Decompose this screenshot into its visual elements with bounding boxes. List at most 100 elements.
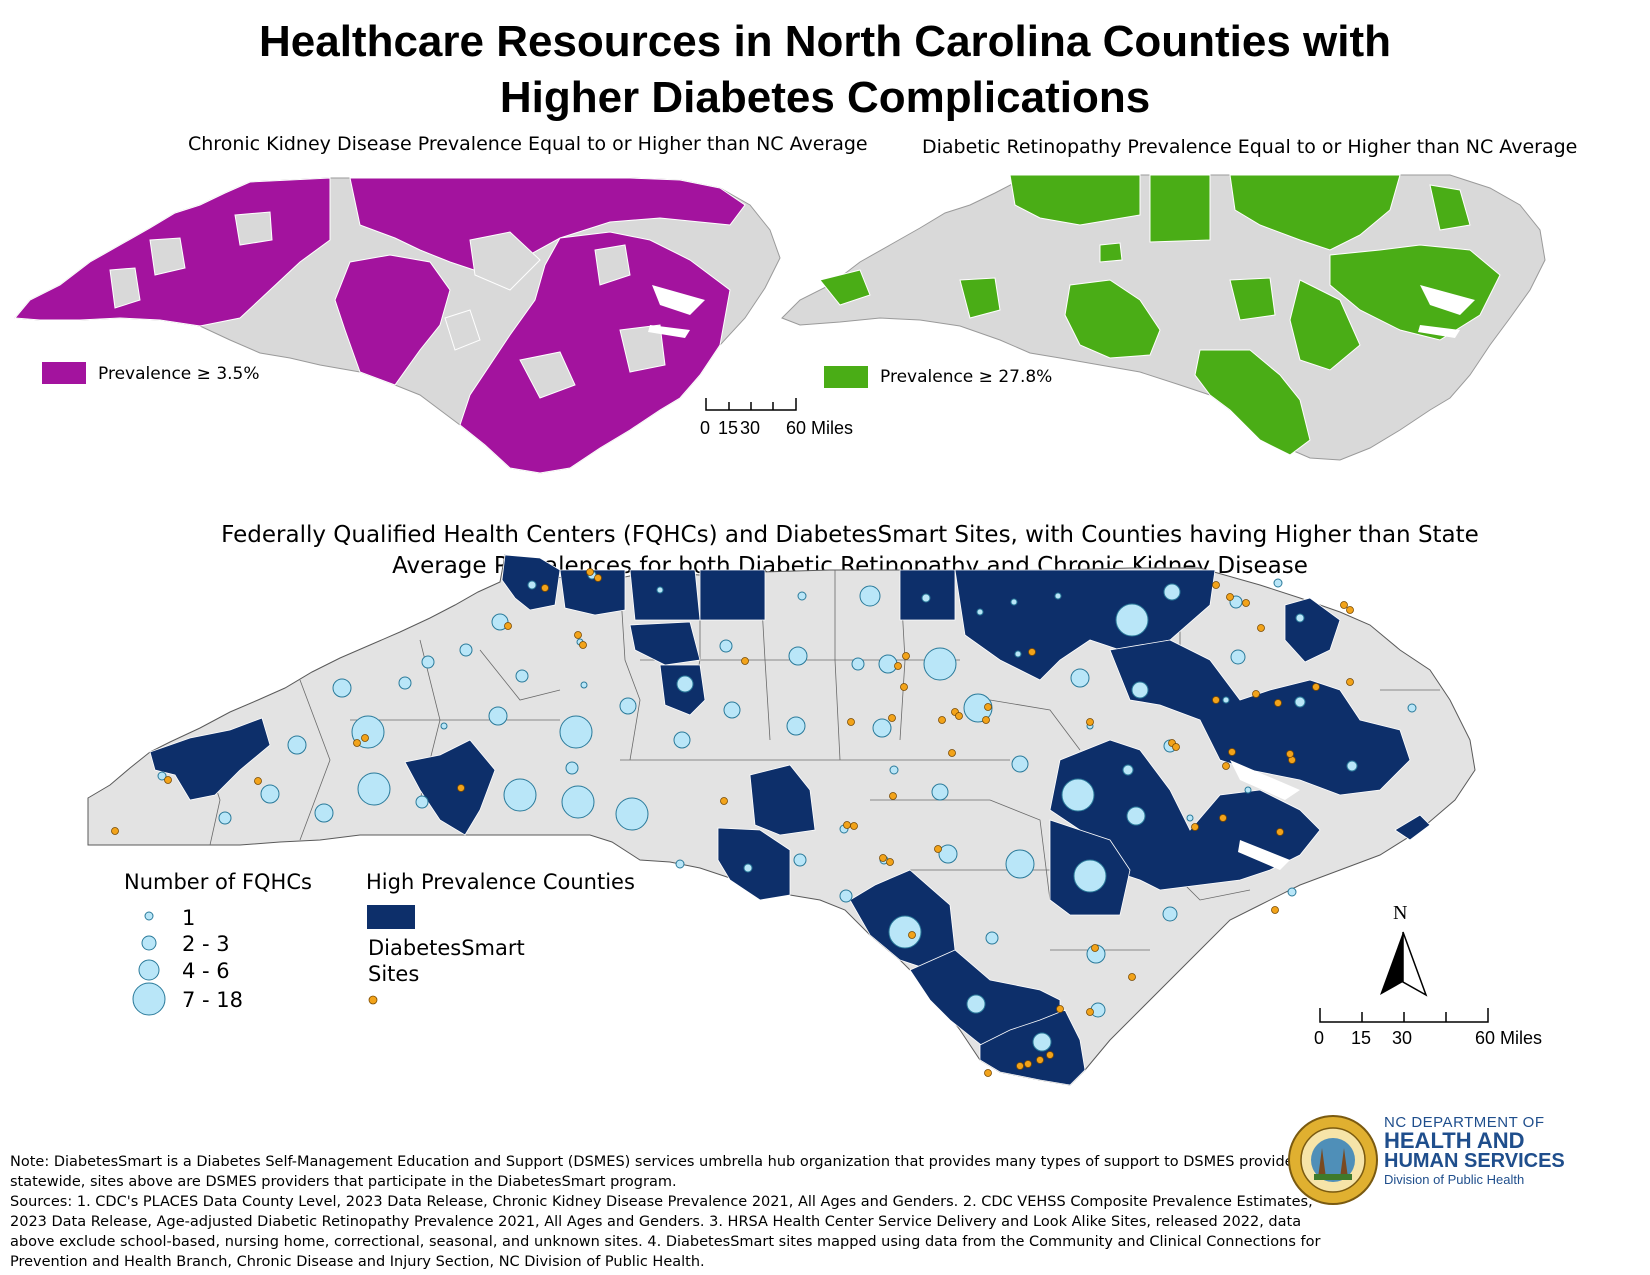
diabetessmart-site-dot [1346,606,1354,614]
fqhc-circle [1273,578,1283,588]
county-border [479,649,561,701]
north-arrow-label: N [1393,902,1408,924]
note-line: Sources: 1. CDC's PLACES Data County Lev… [10,1194,1313,1210]
retinopathy-green-county [1329,244,1501,341]
fqhc-circle [1061,778,1095,812]
county-border [619,579,641,761]
diabetessmart-site-dot [894,662,902,670]
fqhc-circle [859,585,881,607]
fqhc-circle [415,795,429,809]
fqhc-circle [1230,649,1246,665]
fqhc-circle [673,731,691,749]
diabetessmart-site-dot [948,749,956,757]
high-county [717,827,791,901]
ckd-pamlico-sound [648,285,705,338]
note-line: 2023 Data Release, Age-adjusted Diabetic… [10,1214,1302,1230]
diabetessmart-sites [111,568,1354,1077]
fqhc-circle [788,646,808,666]
fqhc-circle [872,718,892,738]
fqhc-circle [287,735,307,755]
fqhc-circle [923,647,957,681]
title-line-1: Healthcare Resources in North Carolina C… [258,17,1391,66]
diabetessmart-site-dot [1212,696,1220,704]
source-note: Note: DiabetesSmart is a Diabetes Self-M… [10,1152,1340,1272]
fqhc-circle [421,655,435,669]
fqhc-circle [515,669,529,683]
diabetessmart-site-dot [1028,648,1036,656]
retinopathy-green-county [1289,279,1361,371]
retinopathy-legend-swatch [824,366,868,388]
fqhc-circle [675,859,685,869]
diabetessmart-site-dot [1222,762,1230,770]
dhhs-logo-line-3: HUMAN SERVICES [1384,1150,1565,1172]
fqhc-circle [459,643,473,657]
fqhc-circle [656,586,664,594]
diabetessmart-site-dot [938,716,946,724]
diabetessmart-site-dot [586,568,594,576]
retinopathy-green-counties [819,174,1501,456]
fqhc-circle [931,783,949,801]
diabetessmart-site-dot [457,784,465,792]
fqhc-circle [561,785,595,819]
diabetessmart-site-dot [574,631,582,639]
diabetessmart-site-dot [888,714,896,722]
fqhc-circle [851,657,865,671]
fqhc-circle [786,716,806,736]
fqhc-circle [351,715,385,749]
retinopathy-state-shape [781,174,1546,461]
fqhc-circle [1294,696,1306,708]
fqhc-circle [488,706,508,726]
fqhc-circle [260,784,280,804]
diabetessmart-site-dot [1271,906,1279,914]
fqhc-circle [676,675,694,693]
diabetessmart-site-dot [1276,828,1284,836]
fqhc-circle [1122,764,1134,776]
fqhc-circle [1186,814,1194,822]
high-prevalence-legend-swatch [367,905,415,929]
ckd-gray-county [149,237,186,276]
ckd-north-region [349,177,746,273]
diabetessmart-site-dot [1226,593,1234,601]
retinopathy-green-county [1229,277,1276,321]
ckd-gray-county [619,324,666,373]
county-border [989,799,1051,901]
diabetessmart-site-dot [1242,599,1250,607]
fqhc-circle [332,678,352,698]
large-scale-bar-line [1319,1008,1489,1023]
fqhc-circle [157,771,167,781]
ckd-gray-county [594,244,631,286]
note-line: Note: DiabetesSmart is a Diabetes Self-M… [10,1154,1308,1170]
diabetessmart-site-dot [1056,1005,1064,1013]
ckd-gray-county [519,351,576,399]
retinopathy-map-caption: Diabetic Retinopathy Prevalence Equal to… [922,136,1578,158]
diabetessmart-site-dot [1252,690,1260,698]
fqhc-sounds [1230,760,1300,870]
fqhc-circle [1407,703,1417,713]
diabetessmart-site-dot [984,703,992,711]
ckd-gray-county [109,267,141,309]
dhhs-logo-line-1: NC DEPARTMENT OF [1384,1114,1545,1131]
fqhc-circle [580,681,588,689]
fqhc-circle [1014,650,1022,658]
ckd-gray-counties [109,211,666,399]
large-scale-label-15: 15 [1351,1028,1372,1048]
diabetessmart-site-dot [879,854,887,862]
fqhc-circles [157,570,1417,1052]
diabetessmart-site-dot [541,584,549,592]
fqhc-legend-item-1: 1 [182,906,196,930]
ckd-legend-swatch [42,362,86,384]
retinopathy-green-county [1149,174,1211,243]
large-scale-label-60: 60 Miles [1475,1028,1543,1048]
fqhc-legend-circle-4 [132,982,166,1016]
fqhc-caption-line-1: Federally Qualified Health Centers (FQHC… [221,522,1479,548]
diabetessmart-site-dot [900,683,908,691]
fqhc-legend-title: Number of FQHCs [124,870,312,894]
fqhc-circle [743,863,753,873]
diabetessmart-site-dot [1346,678,1354,686]
high-prevalence-legend-title: High Prevalence Counties [366,870,635,894]
retinopathy-green-county [1009,174,1141,226]
diabetessmart-site-dot [1086,1008,1094,1016]
